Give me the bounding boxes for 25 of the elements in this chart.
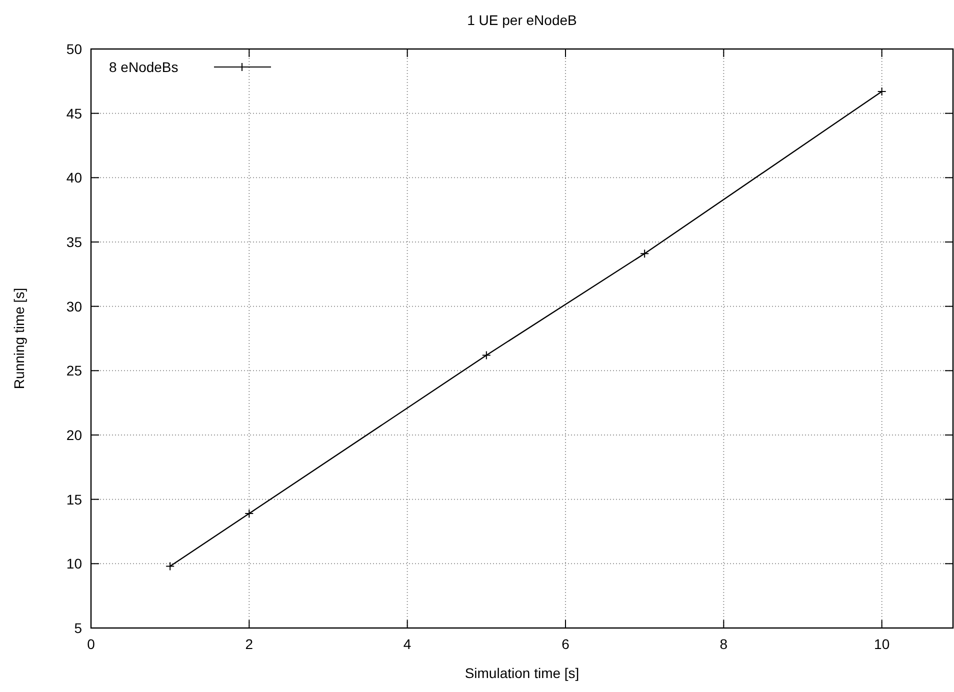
- point: [166, 562, 175, 571]
- y-tick-label: 15: [66, 491, 82, 508]
- y-tick-label: 10: [66, 556, 82, 572]
- y-tick-label: 40: [66, 170, 82, 186]
- x-tick-label: 0: [87, 636, 96, 652]
- y-tick-label: 20: [66, 427, 82, 443]
- point: [640, 249, 650, 258]
- x-tick-label: 4: [403, 636, 412, 652]
- x-tick-label: 10: [874, 636, 890, 652]
- y-axis-title: Running time [s]: [11, 288, 27, 390]
- x-tick-label: 2: [245, 636, 254, 652]
- legend: 8 eNodeBs: [109, 59, 272, 75]
- y-tick-label: 30: [66, 298, 82, 314]
- x-tick-label: 6: [562, 636, 570, 652]
- x-tick-label: 8: [720, 636, 728, 652]
- y-tick-label: 25: [66, 362, 82, 379]
- point: [244, 508, 254, 518]
- point: [482, 350, 491, 360]
- y-tick-label: 45: [66, 105, 82, 122]
- y-tick-label: 50: [66, 41, 82, 57]
- y-tick-label: 35: [66, 234, 82, 250]
- chart-title: 1 UE per eNodeB: [467, 12, 577, 28]
- x-axis-title: Simulation time [s]: [464, 665, 580, 681]
- y-tick-label: 5: [74, 620, 82, 636]
- point: [877, 86, 886, 96]
